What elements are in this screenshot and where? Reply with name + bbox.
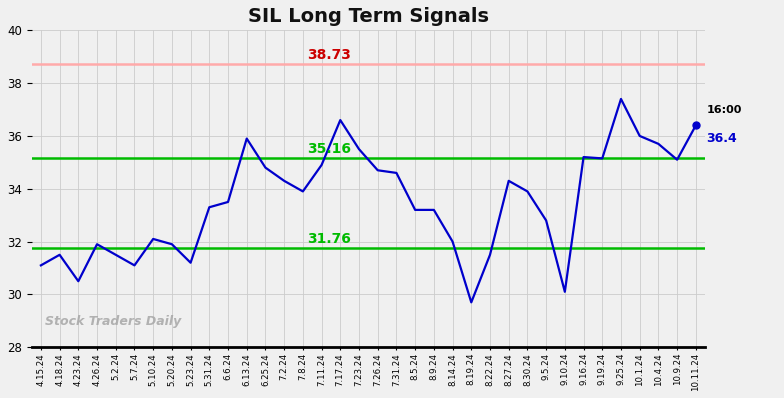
Text: 36.4: 36.4 <box>706 132 737 144</box>
Text: 16:00: 16:00 <box>706 105 742 115</box>
Text: 31.76: 31.76 <box>307 232 351 246</box>
Text: 38.73: 38.73 <box>307 48 351 62</box>
Text: 35.16: 35.16 <box>307 142 351 156</box>
Text: Stock Traders Daily: Stock Traders Daily <box>45 315 181 328</box>
Title: SIL Long Term Signals: SIL Long Term Signals <box>248 7 489 26</box>
